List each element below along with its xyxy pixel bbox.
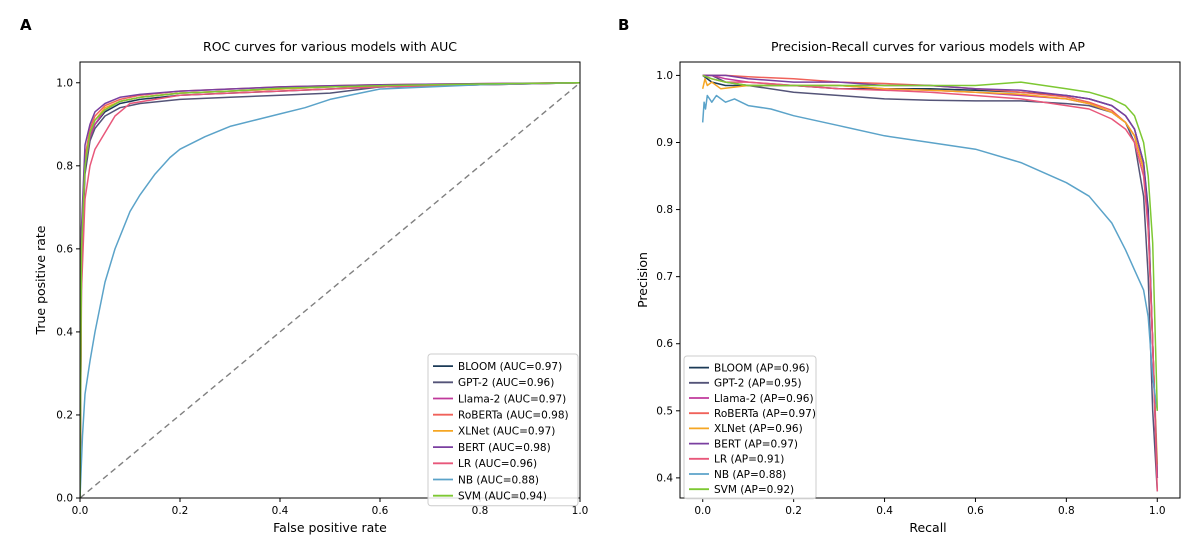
pr-chart-title: Precision-Recall curves for various mode… xyxy=(771,39,1085,54)
pr-plot-area xyxy=(701,74,1159,492)
pr-legend-label-5: BERT (AP=0.97) xyxy=(714,438,798,450)
roc-legend-label-1: GPT-2 (AUC=0.96) xyxy=(458,377,554,389)
pr-series-line-6 xyxy=(702,74,1159,492)
roc-series-line-6 xyxy=(80,82,580,498)
pr-legend-label-7: NB (AP=0.88) xyxy=(714,469,786,481)
pr-legend-label-3: RoBERTa (AP=0.97) xyxy=(714,408,816,420)
roc-axes-frame xyxy=(79,61,581,499)
pr-legend-label-4: XLNet (AP=0.96) xyxy=(714,423,803,435)
roc-legend-label-8: SVM (AUC=0.94) xyxy=(458,491,547,503)
roc-y-axis-label: True positive rate xyxy=(33,225,48,335)
pr-y-tick-label-0: 0.4 xyxy=(656,472,673,484)
pr-legend-label-0: BLOOM (AP=0.96) xyxy=(714,362,810,374)
roc-legend-label-3: RoBERTa (AUC=0.98) xyxy=(458,410,569,422)
pr-legend-label-6: LR (AP=0.91) xyxy=(714,454,784,466)
roc-x-tick-label-0: 0.0 xyxy=(72,505,89,517)
roc-chance-line xyxy=(80,82,580,498)
roc-series-line-8 xyxy=(80,82,580,498)
roc-series-line-1 xyxy=(80,82,580,498)
pr-x-axis-label: Recall xyxy=(909,520,946,535)
pr-legend-label-8: SVM (AP=0.92) xyxy=(714,484,794,496)
roc-ticks: 0.0 0.2 0.4 0.6 0.8 1.0 0.0 0.2 0.4 0.6 0.8 1.0 xyxy=(56,77,588,517)
pr-y-tick-label-2: 0.6 xyxy=(656,338,673,350)
roc-x-tick-label-1: 0.2 xyxy=(172,505,189,517)
roc-x-tick-label-3: 0.6 xyxy=(372,505,389,517)
roc-y-tick-label-5: 1.0 xyxy=(56,77,73,89)
roc-legend-box xyxy=(427,353,579,507)
pr-x-tick-label-5: 1.0 xyxy=(1149,505,1166,517)
roc-legend-label-4: XLNet (AUC=0.97) xyxy=(458,426,555,438)
roc-legend-label-2: Llama-2 (AUC=0.97) xyxy=(458,393,566,405)
roc-y-tick-label-4: 0.8 xyxy=(56,160,73,172)
roc-legend: BLOOM (AUC=0.97) GPT-2 (AUC=0.96) Llama-2 … xyxy=(427,353,579,507)
roc-x-tick-label-4: 0.8 xyxy=(472,505,489,517)
roc-y-tick-label-0: 0.0 xyxy=(56,493,73,505)
roc-y-tick-label-2: 0.4 xyxy=(56,326,73,338)
roc-x-tick-label-2: 0.4 xyxy=(272,505,289,517)
pr-series-line-5 xyxy=(702,74,1159,478)
pr-legend: BLOOM (AP=0.96) GPT-2 (AP=0.95) Llama-2 (A… xyxy=(683,355,817,500)
pr-x-tick-label-2: 0.4 xyxy=(876,505,893,517)
roc-x-axis-label: False positive rate xyxy=(273,520,387,535)
pr-x-tick-label-3: 0.6 xyxy=(967,505,984,517)
roc-legend-label-7: NB (AUC=0.88) xyxy=(458,474,539,486)
roc-y-tick-label-1: 0.2 xyxy=(56,409,73,421)
roc-chart-title: ROC curves for various models with AUC xyxy=(203,39,457,54)
roc-y-tick-label-3: 0.6 xyxy=(56,243,73,255)
pr-series-line-8 xyxy=(702,74,1159,411)
pr-y-tick-label-3: 0.7 xyxy=(656,271,673,283)
pr-axes-frame xyxy=(679,61,1181,499)
roc-legend-label-6: LR (AUC=0.96) xyxy=(458,458,537,470)
pr-x-tick-label-1: 0.2 xyxy=(785,505,802,517)
roc-x-tick-label-5: 1.0 xyxy=(572,505,589,517)
roc-legend-label-5: BERT (AUC=0.98) xyxy=(458,442,551,454)
pr-legend-box xyxy=(683,355,817,500)
pr-series-line-7 xyxy=(701,94,1159,411)
roc-series-line-7 xyxy=(80,82,580,498)
panel-a-letter: A xyxy=(20,16,32,34)
pr-ticks: 0.0 0.2 0.4 0.6 0.8 1.0 0.4 0.5 0.6 0.7 0.8 0.9 1.0 xyxy=(656,70,1165,517)
pr-x-tick-label-4: 0.8 xyxy=(1058,505,1075,517)
pr-chart: Precision-Recall curves for various mode… xyxy=(635,39,1181,535)
panel-b-letter: B xyxy=(618,16,629,34)
roc-legend-label-0: BLOOM (AUC=0.97) xyxy=(458,361,562,373)
pr-legend-label-1: GPT-2 (AP=0.95) xyxy=(714,378,802,390)
pr-y-axis-label: Precision xyxy=(635,252,650,308)
pr-y-tick-label-5: 0.9 xyxy=(656,137,673,149)
pr-y-tick-label-4: 0.8 xyxy=(656,204,673,216)
roc-chart: ROC curves for various models with AUC F… xyxy=(33,39,588,535)
pr-series-line-4 xyxy=(701,78,1159,465)
pr-y-tick-label-6: 1.0 xyxy=(656,70,673,82)
roc-series-line-5 xyxy=(80,82,580,498)
roc-plot-area xyxy=(80,82,580,498)
pr-x-tick-label-0: 0.0 xyxy=(694,505,711,517)
pr-y-tick-label-1: 0.5 xyxy=(656,405,673,417)
pr-legend-label-2: Llama-2 (AP=0.96) xyxy=(714,393,814,405)
